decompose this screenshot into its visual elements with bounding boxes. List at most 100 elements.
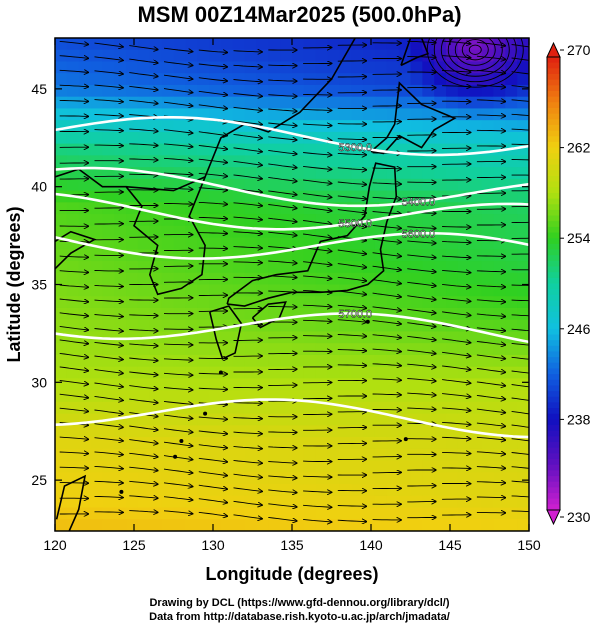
field-cell [434,519,447,531]
field-cell [185,495,198,509]
field-cell [90,319,103,333]
field-cell [209,460,222,473]
field-cell [457,131,471,145]
field-cell [66,437,80,450]
field-cell [280,143,293,156]
field-cell [78,296,92,309]
field-cell [102,108,115,121]
colorbar-segment [547,255,560,262]
field-cell [457,214,471,227]
field-cell [220,448,234,462]
field-cell [327,178,340,192]
field-cell [339,84,352,98]
field-cell [457,378,471,391]
streamline [442,408,470,411]
field-cell [244,472,258,485]
field-cell [517,307,529,321]
field-cell [327,425,340,438]
field-cell [351,225,364,239]
field-cell [481,390,495,403]
field-cell [256,202,269,215]
colorbar-segment [547,221,560,228]
field-cell [315,354,329,368]
field-cell [422,354,435,368]
streamline [94,300,123,302]
streamline [94,355,123,360]
streamline [94,85,123,88]
streamline [233,65,263,67]
field-cell [114,73,127,86]
field-cell [351,495,364,509]
field-cell [209,448,222,462]
coastline [370,81,457,155]
field-cell [232,131,246,145]
low-circulation-ring [433,38,517,83]
island [173,454,178,459]
field-cell [161,507,175,520]
field-cell [78,143,92,156]
streamline [198,457,227,462]
field-cell [446,495,459,509]
field-cell [446,343,459,356]
field-cell [422,84,435,98]
streamline [476,100,505,102]
field-cell [469,331,483,344]
streamline [59,339,88,344]
field-cell [161,237,175,250]
streamline [198,77,227,81]
field-cell [232,237,246,250]
field-cell [197,61,210,74]
field-cell [422,507,435,520]
field-cell [505,261,518,274]
streamline [511,495,529,498]
field-cell [66,131,80,145]
field-cell [386,366,400,380]
streamline [129,85,157,90]
field-cell [374,472,388,485]
field-cell [102,214,115,227]
field-cell [268,261,281,274]
colorbar-segment [547,170,560,177]
field-cell [315,214,329,227]
field-cell [137,96,151,110]
field-cell [244,448,258,462]
field-cell [173,378,186,391]
field-cell [78,214,92,227]
x-tick-label: 140 [359,537,383,553]
colorbar-segment [547,215,560,222]
field-cell [197,331,210,344]
field-cell [197,343,210,356]
streamline [511,113,529,117]
field-cell [434,507,447,520]
field-cell [386,484,400,497]
field-cell [469,61,483,74]
streamline [337,195,367,199]
field-cell [244,284,258,297]
colorbar-segment [547,283,560,290]
field-cell [232,261,246,274]
field-cell [55,272,68,286]
field-cell [292,425,305,438]
field-cell [209,484,222,497]
field-cell [220,108,234,121]
field-cell [469,38,483,51]
field-cell [137,495,151,509]
field-cell [446,261,459,274]
streamline [233,202,263,206]
field-cell [363,413,376,426]
field-cell [339,249,352,262]
field-cell [398,507,412,520]
field-cell [374,61,388,74]
streamline [198,50,227,52]
streamline [129,358,157,361]
field-cell [126,225,139,239]
field-cell [315,49,329,63]
field-cell [66,296,80,309]
field-cell [137,73,151,86]
field-cell [363,390,376,403]
field-cell [315,519,329,531]
field-cell [422,155,435,168]
field-cell [90,354,103,368]
field-cell [469,390,483,403]
field-cell [173,38,186,51]
